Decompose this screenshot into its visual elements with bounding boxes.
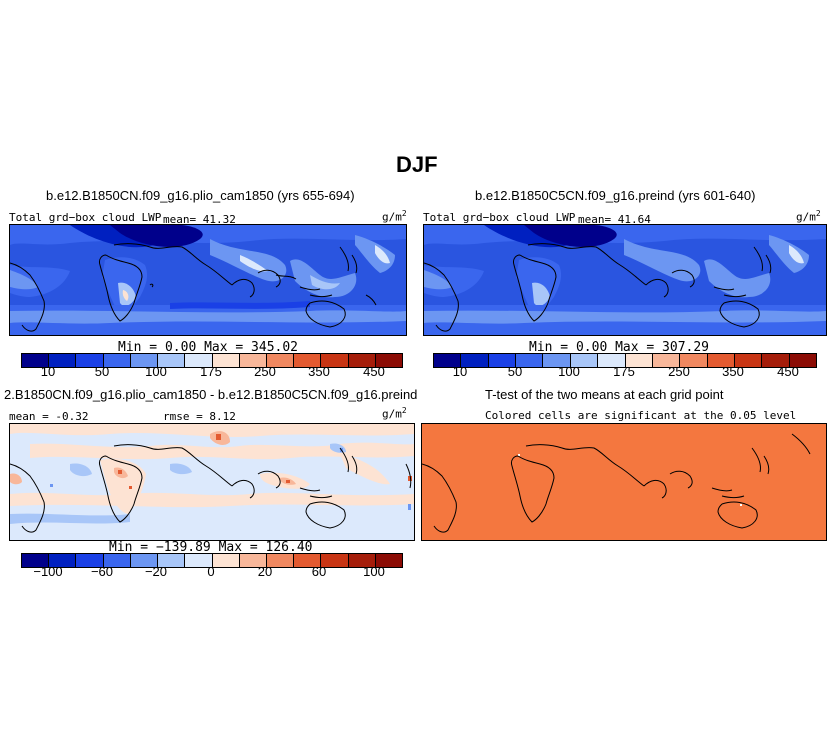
panel3-map-svg bbox=[10, 424, 414, 540]
panel3-colorbar-tick: 0 bbox=[207, 564, 215, 579]
colorbar-box bbox=[266, 354, 295, 367]
panel1-mean: mean= 41.32 bbox=[163, 213, 236, 226]
colorbar-box bbox=[348, 354, 376, 367]
colorbar-box bbox=[321, 354, 349, 367]
panel2-colorbar-tick: 10 bbox=[452, 364, 468, 379]
panel3-mean: mean = -0.32 bbox=[9, 410, 89, 423]
colorbar-box bbox=[375, 554, 403, 567]
panel4-map-svg bbox=[422, 424, 826, 540]
colorbar-box bbox=[789, 354, 817, 367]
colorbar-box bbox=[516, 354, 544, 367]
panel1-colorbar-tick: 50 bbox=[94, 364, 110, 379]
colorbar-box bbox=[158, 554, 186, 567]
panel1-colorbar-tick: 350 bbox=[308, 364, 330, 379]
colorbar-box bbox=[49, 554, 77, 567]
panel1-min-max: Min = 0.00 Max = 345.02 bbox=[118, 340, 299, 355]
panel1-variable-label: Total grd−box cloud LWP bbox=[9, 211, 162, 224]
panel2-min-max: Min = 0.00 Max = 307.29 bbox=[529, 340, 710, 355]
panel1-colorbar bbox=[21, 353, 403, 368]
panel2-title: b.e12.B1850C5CN.f09_g16.preind (yrs 601-… bbox=[475, 188, 756, 203]
panel2-map bbox=[423, 224, 827, 336]
colorbar-box bbox=[130, 354, 159, 367]
colorbar-box bbox=[158, 354, 186, 367]
colorbar-box bbox=[570, 354, 599, 367]
colorbar-box bbox=[76, 354, 104, 367]
panel2-colorbar-tick: 175 bbox=[613, 364, 635, 379]
colorbar-box bbox=[212, 354, 240, 367]
colorbar-box bbox=[734, 354, 763, 367]
colorbar-box bbox=[348, 554, 376, 567]
panel2-colorbar-tick: 450 bbox=[777, 364, 799, 379]
panel3-map bbox=[9, 423, 415, 541]
panel1-map-svg bbox=[10, 225, 406, 335]
colorbar-box bbox=[130, 554, 159, 567]
colorbar-box bbox=[294, 354, 322, 367]
colorbar-box bbox=[76, 554, 104, 567]
panel2-colorbar-tick: 50 bbox=[507, 364, 523, 379]
panel1-colorbar-tick: 250 bbox=[254, 364, 276, 379]
colorbar-box bbox=[375, 354, 403, 367]
panel4-map bbox=[421, 423, 827, 541]
panel2-variable-label: Total grd−box cloud LWP bbox=[423, 211, 576, 224]
panel1-colorbar-tick: 10 bbox=[40, 364, 56, 379]
panel1-colorbar-tick: 175 bbox=[200, 364, 222, 379]
season-title: DJF bbox=[396, 152, 438, 177]
colorbar-box bbox=[239, 554, 267, 567]
panel1-map bbox=[9, 224, 407, 336]
colorbar-box bbox=[212, 554, 240, 567]
panel3-colorbar-tick: −20 bbox=[144, 564, 168, 579]
panel1-colorbar-tick: 450 bbox=[363, 364, 385, 379]
panel3-title: 2.B1850CN.f09_g16.plio_cam1850 - b.e12.B… bbox=[4, 387, 418, 402]
colorbar-box bbox=[543, 354, 571, 367]
panel2-map-svg bbox=[424, 225, 826, 335]
panel3-units: g/m2 bbox=[382, 406, 407, 421]
colorbar-box bbox=[598, 354, 626, 367]
colorbar-box bbox=[652, 354, 681, 367]
panel2-colorbar-tick: 350 bbox=[722, 364, 744, 379]
panel3-colorbar-tick: −100 bbox=[33, 564, 63, 579]
colorbar-box bbox=[103, 554, 131, 567]
panel2-units: g/m2 bbox=[796, 209, 821, 224]
panel2-colorbar bbox=[433, 353, 817, 368]
panel3-colorbar-tick: 100 bbox=[363, 564, 385, 579]
panel1-units: g/m2 bbox=[382, 209, 407, 224]
panel4-subtitle: Colored cells are significant at the 0.0… bbox=[485, 409, 797, 422]
colorbar-box bbox=[49, 354, 77, 367]
panel2-colorbar-tick: 250 bbox=[668, 364, 690, 379]
panel3-min-max: Min = −139.89 Max = 126.40 bbox=[109, 540, 313, 555]
colorbar-box bbox=[321, 554, 349, 567]
panel3-colorbar-tick: 20 bbox=[257, 564, 273, 579]
panel2-colorbar-tick: 100 bbox=[558, 364, 580, 379]
panel3-rmse: rmse = 8.12 bbox=[163, 410, 236, 423]
colorbar-box bbox=[762, 354, 790, 367]
colorbar-box bbox=[488, 354, 517, 367]
panel2-mean: mean= 41.64 bbox=[578, 213, 651, 226]
panel3-colorbar bbox=[21, 553, 403, 568]
colorbar-box bbox=[266, 554, 295, 567]
panel1-title: b.e12.B1850CN.f09_g16.plio_cam1850 (yrs … bbox=[46, 188, 355, 203]
colorbar-box bbox=[625, 354, 653, 367]
colorbar-box bbox=[680, 354, 708, 367]
colorbar-box bbox=[22, 554, 50, 567]
panel1-colorbar-tick: 100 bbox=[145, 364, 167, 379]
colorbar-box bbox=[185, 554, 213, 567]
colorbar-box bbox=[294, 554, 322, 567]
panel4-title: T-test of the two means at each grid poi… bbox=[485, 387, 724, 402]
panel3-colorbar-tick: −60 bbox=[90, 564, 114, 579]
colorbar-box bbox=[239, 354, 267, 367]
colorbar-box bbox=[707, 354, 735, 367]
panel3-colorbar-tick: 60 bbox=[311, 564, 327, 579]
colorbar-box bbox=[434, 354, 462, 367]
colorbar-box bbox=[22, 354, 50, 367]
colorbar-box bbox=[461, 354, 489, 367]
colorbar-box bbox=[185, 354, 213, 367]
colorbar-box bbox=[103, 354, 131, 367]
